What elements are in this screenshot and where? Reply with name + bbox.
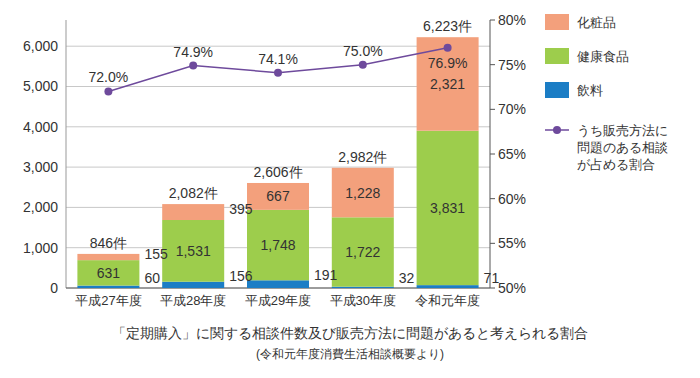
line-label: 75.0% — [343, 43, 383, 59]
chart: 0 1,000 2,000 3,000 4,000 5,000 6,000 50% 55% 60%… — [0, 0, 700, 378]
bar — [247, 183, 309, 210]
legend-label-line: 問題のある相談 — [577, 140, 668, 155]
total-label: 6,223件 — [423, 18, 472, 34]
y2-tick-label: 75% — [498, 57, 526, 73]
bar — [162, 220, 224, 282]
legend-label: うち販売方法に問題のある相談が占める割合 — [577, 123, 668, 172]
bar — [417, 131, 479, 285]
labels: 60 156 191 32 71 631 1,531 1,748 1,722 3,831 155 39… — [89, 18, 500, 286]
bar — [77, 260, 139, 285]
y-tick-label: 5,000 — [23, 78, 58, 94]
y-tick-label: 6,000 — [23, 38, 58, 54]
bar-label: 1,722 — [345, 244, 380, 260]
bar-label: 1,748 — [260, 237, 295, 253]
y2-tick — [490, 20, 495, 21]
total-label: 2,082件 — [169, 185, 218, 201]
line-label: 74.1% — [258, 51, 298, 67]
bar-label: 667 — [266, 188, 290, 204]
bar — [332, 287, 394, 288]
bar-label: 156 — [229, 268, 253, 284]
bar — [162, 282, 224, 288]
bar-label: 60 — [144, 270, 160, 286]
bar — [77, 254, 139, 260]
legend: 化粧品健康食品飲料うち販売方法に問題のある相談が占める割合 — [545, 14, 668, 172]
x-tick-label: 平成28年度 — [160, 293, 226, 308]
y2-tick — [490, 64, 495, 65]
bar-label: 155 — [144, 246, 168, 262]
line — [108, 48, 447, 92]
y-axis-line — [66, 20, 67, 288]
bar — [162, 204, 224, 220]
total-label: 846件 — [90, 235, 127, 251]
bar-label: 3,831 — [430, 200, 465, 216]
legend-swatch — [545, 48, 569, 64]
bar-label: 32 — [399, 270, 415, 286]
y-tick-label: 1,000 — [23, 240, 58, 256]
y2-tick — [490, 198, 495, 199]
y2-axis-line — [490, 20, 491, 288]
bar-label: 71 — [484, 270, 500, 286]
x-tick-label: 平成29年度 — [245, 293, 311, 308]
total-label: 2,606件 — [253, 164, 302, 180]
y2-tick — [490, 109, 495, 110]
y2-tick-label: 80% — [498, 12, 526, 28]
axes: 0 1,000 2,000 3,000 4,000 5,000 6,000 50% 55% 60%… — [23, 12, 526, 308]
line-marker — [444, 44, 452, 52]
line-marker — [104, 87, 112, 95]
bar-label: 1,228 — [345, 185, 380, 201]
bar — [247, 210, 309, 280]
y-tick-label: 3,000 — [23, 159, 58, 175]
bar — [77, 286, 139, 288]
bar — [417, 37, 479, 131]
line-label: 72.0% — [89, 69, 129, 85]
legend-label-line: が占める割合 — [577, 157, 655, 172]
x-tick-label: 令和元年度 — [415, 293, 480, 308]
y2-tick — [490, 243, 495, 244]
bar — [417, 285, 479, 288]
bar — [332, 217, 394, 286]
y-tick-label: 0 — [50, 280, 58, 296]
title: 「定期購入」に関する相談件数及び販売方法に問題があると考えられる割合 — [112, 325, 588, 341]
legend-label: 健康食品 — [577, 49, 629, 64]
legend-swatch — [545, 14, 569, 30]
y-tick-label: 4,000 — [23, 119, 58, 135]
legend-label-line: うち販売方法に — [577, 123, 668, 138]
bar-label: 191 — [314, 267, 338, 283]
bar — [332, 168, 394, 217]
line-marker — [274, 69, 282, 77]
y2-tick — [490, 154, 495, 155]
subtitle: (令和元年度消費生活相談概要より) — [256, 347, 444, 361]
y2-tick-label: 60% — [498, 191, 526, 207]
y-tick-label: 2,000 — [23, 199, 58, 215]
bar — [247, 280, 309, 288]
legend-label: 化粧品 — [577, 15, 616, 30]
y2-tick-label: 55% — [498, 235, 526, 251]
bar-label: 1,531 — [176, 243, 211, 259]
line-marker — [359, 61, 367, 69]
x-tick-label: 平成30年度 — [330, 293, 396, 308]
line-label: 76.9% — [428, 55, 468, 71]
bar-label: 2,321 — [430, 76, 465, 92]
legend-swatch — [545, 82, 569, 98]
total-label: 2,982件 — [338, 149, 387, 165]
bar-label: 631 — [97, 265, 121, 281]
marks — [77, 37, 478, 288]
page: {"chart_data": { "type": "bar", "stacked… — [0, 0, 700, 378]
y2-tick-label: 70% — [498, 101, 526, 117]
y2-tick-label: 50% — [498, 280, 526, 296]
y2-tick-label: 65% — [498, 146, 526, 162]
legend-label: 飲料 — [577, 83, 603, 98]
y2-tick — [490, 288, 495, 289]
legend-marker — [553, 126, 561, 134]
line-marker — [189, 62, 197, 70]
x-tick-label: 平成27年度 — [75, 293, 141, 308]
line-label: 74.9% — [173, 44, 213, 60]
bar-label: 395 — [229, 201, 253, 217]
